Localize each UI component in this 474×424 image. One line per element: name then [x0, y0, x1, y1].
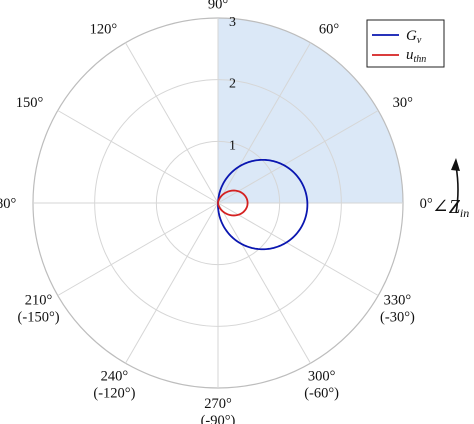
legend-box: [366, 19, 445, 68]
grid-spoke: [125, 42, 219, 204]
angle-tick-sublabel: (-120°): [93, 385, 135, 401]
shaded-sector: [218, 18, 403, 203]
grid-spoke: [57, 202, 219, 296]
angle-tick-label: 270°: [204, 396, 232, 412]
angle-tick-sublabel: (-30°): [380, 310, 415, 326]
series-line-0: [217, 158, 309, 251]
radial-tick-label: 3: [229, 15, 236, 30]
angle-tick-label: 120°: [90, 21, 118, 37]
legend: Gv uthn: [366, 19, 445, 68]
rotation-arrowhead-icon: [451, 158, 460, 171]
angle-tick-label: 0°: [420, 196, 433, 212]
svg-text:Gv: Gv: [406, 28, 422, 46]
polar-grid: [32, 17, 404, 389]
series-line-1: [217, 189, 249, 217]
series-layer: [217, 158, 309, 251]
legend-sub-g: v: [417, 35, 422, 46]
angle-tick-label: 30°: [393, 95, 414, 111]
phase-rotation-indicator: ∠Zin: [432, 158, 469, 220]
angle-tick-label: 210°: [25, 293, 53, 309]
grid-spoke: [57, 110, 219, 204]
grid-spoke: [217, 110, 379, 204]
angle-tick-label: 240°: [101, 368, 129, 384]
angle-tick-label: 150°: [16, 95, 44, 111]
radial-tick-label: 2: [229, 77, 236, 92]
angle-tick-sublabel: (-150°): [18, 310, 60, 326]
angle-tick-label: 90°: [208, 0, 229, 12]
impedance-angle-label: ∠Zin: [432, 196, 469, 220]
grid-spoke: [125, 202, 219, 364]
angle-tick-label: 330°: [384, 293, 412, 309]
legend-label-u: u: [406, 47, 414, 63]
grid-spoke: [217, 42, 311, 204]
angle-tick-label: 60°: [319, 21, 340, 37]
tick-labels: 12390°60°30°0°330°(-30°)300°(-60°)270°(-…: [0, 0, 433, 424]
radial-tick-label: 1: [229, 138, 236, 153]
angle-tick-sublabel: (-90°): [201, 413, 236, 424]
legend-label-g: G: [406, 28, 417, 44]
angle-tick-label: 300°: [308, 368, 336, 384]
legend-sub-u: thn: [414, 54, 427, 65]
angle-tick-sublabel: (-60°): [304, 385, 339, 401]
grid-spoke: [217, 202, 311, 364]
svg-text:uthn: uthn: [406, 47, 426, 65]
grid-spoke: [217, 202, 379, 296]
angle-tick-label: 180°: [0, 196, 17, 212]
shaded-sector-layer: [218, 18, 403, 203]
